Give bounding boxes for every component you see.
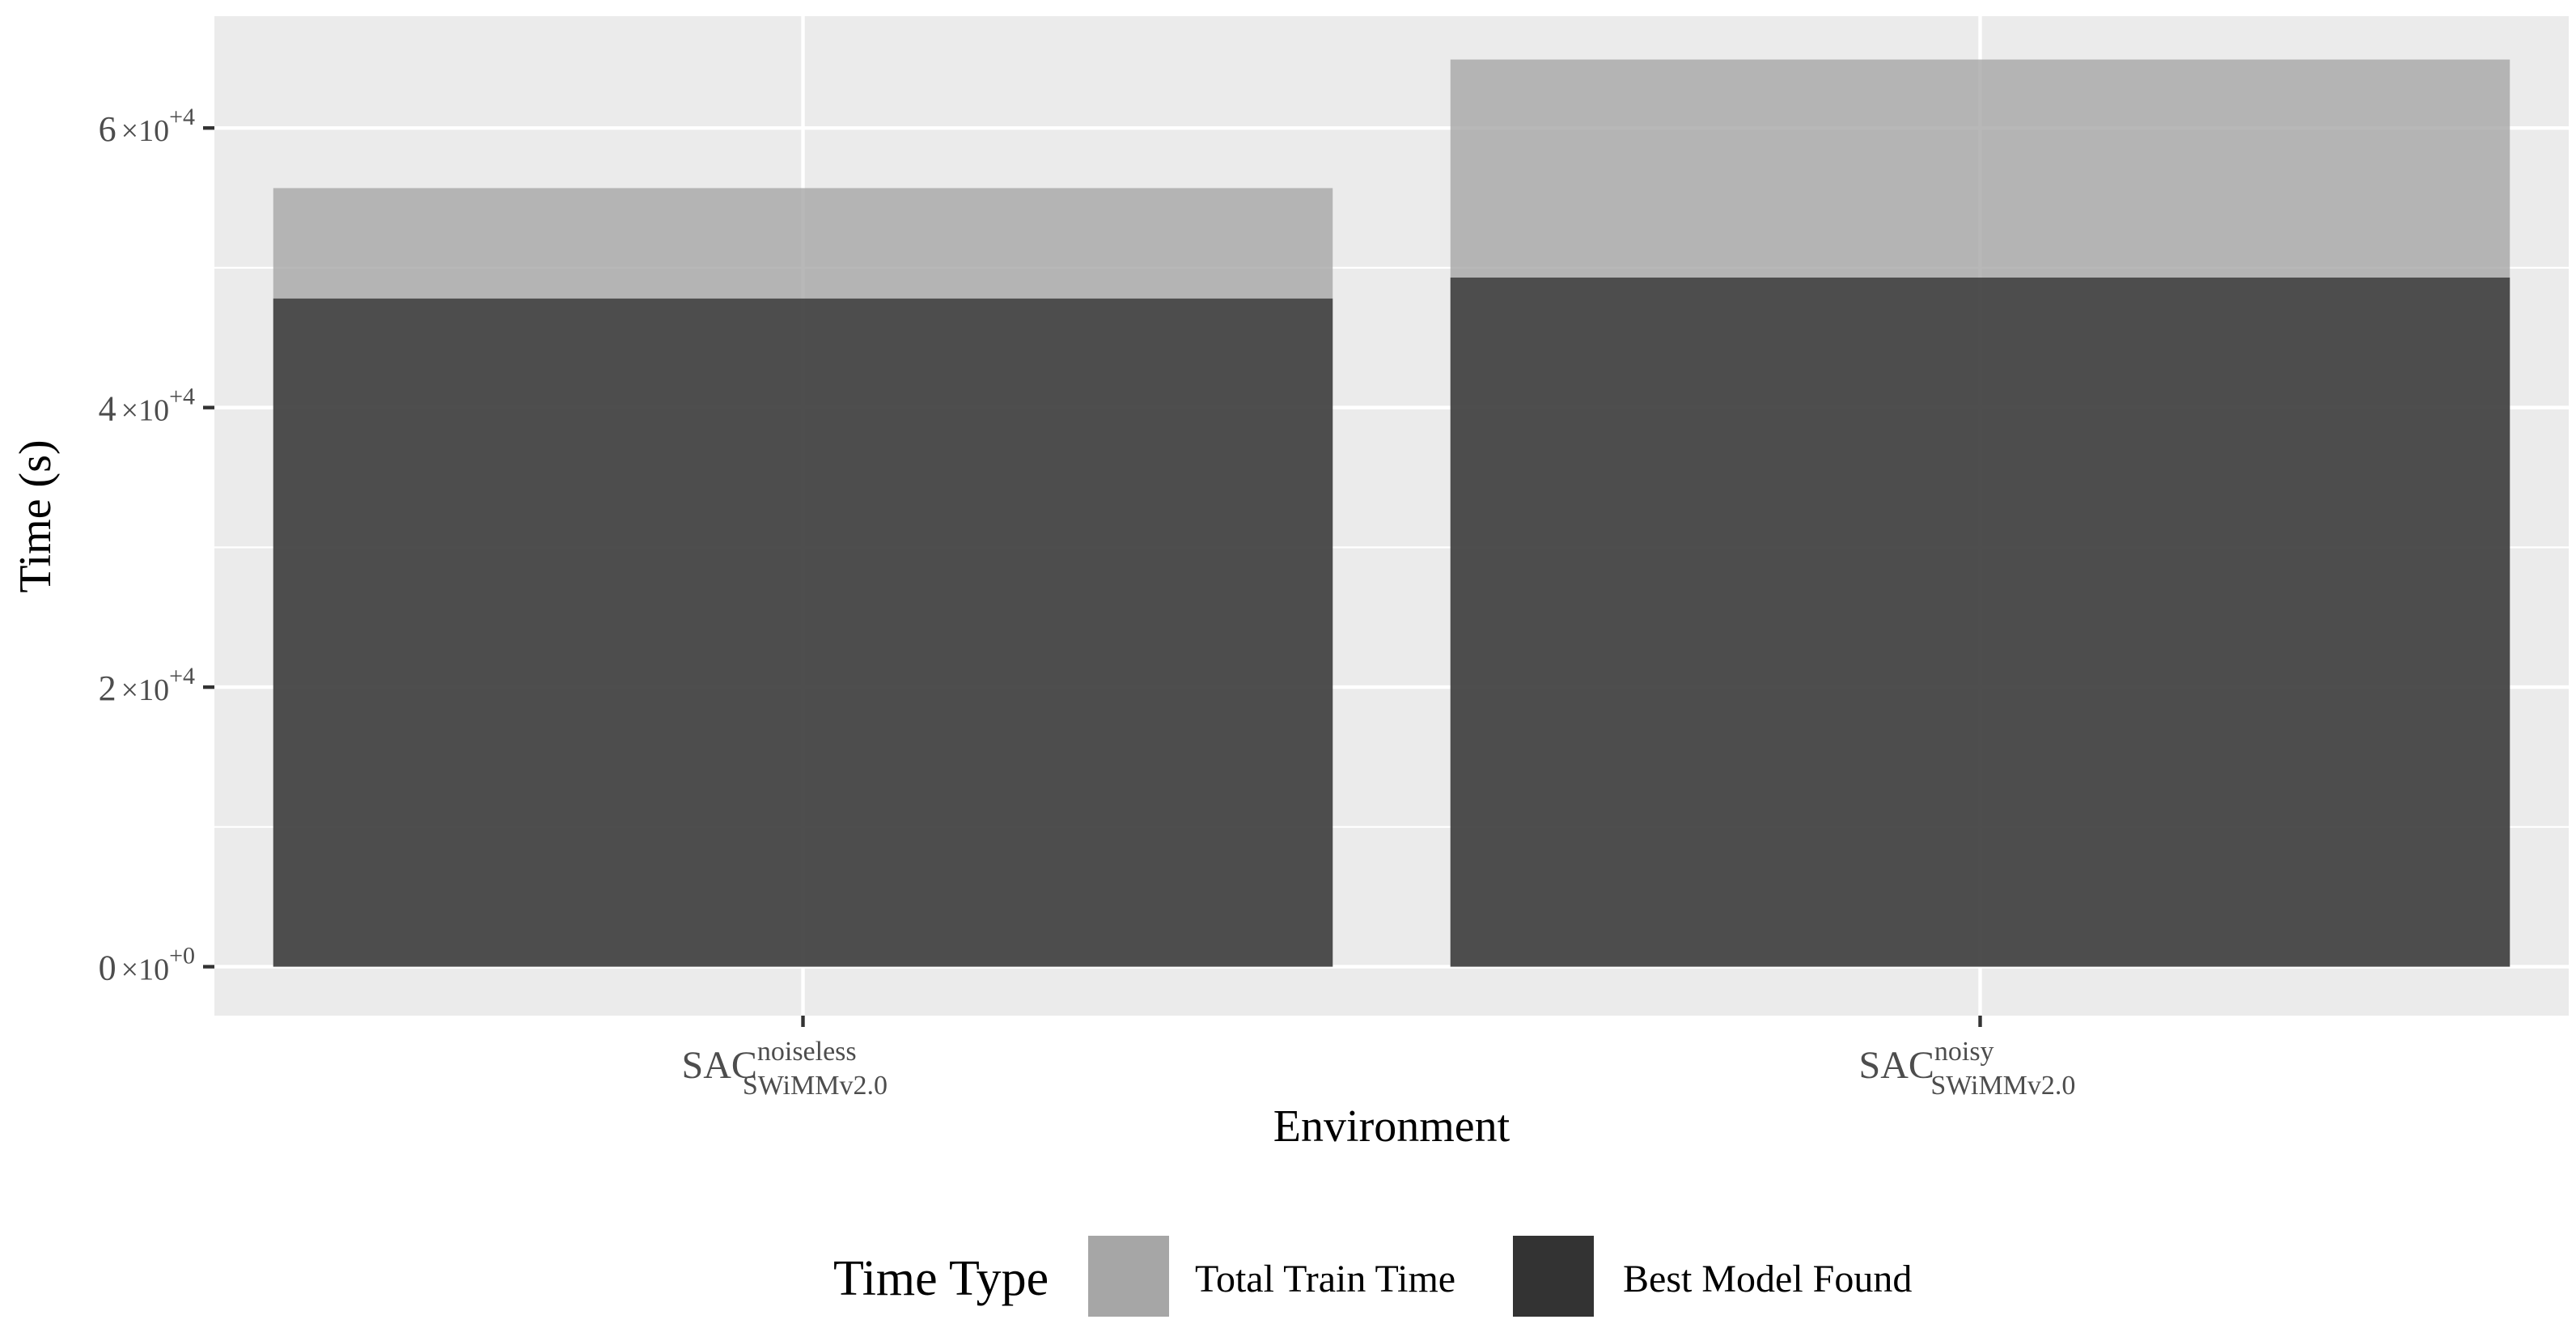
y-tick-mantissa: 6 xyxy=(99,109,117,149)
y-tick-mantissa: 2 xyxy=(99,668,117,708)
y-tick-exponent: +4 xyxy=(169,384,195,410)
x-axis: SACnoiseless SWiMMv2.0 SACnoisy SWiMMv2.0 xyxy=(682,1016,2076,1101)
y-tick-times: × xyxy=(121,953,138,987)
x-tick-subscript: SWiMMv2.0 xyxy=(1930,1071,2075,1101)
x-tick-base: SAC xyxy=(1859,1044,1934,1087)
legend-key xyxy=(1088,1236,1169,1317)
y-tick-mantissa: 0 xyxy=(99,948,117,988)
y-tick-times: × xyxy=(121,673,138,707)
bars xyxy=(273,59,2510,967)
x-tick-superscript: noisy xyxy=(1934,1037,1994,1067)
y-tick-exponent: +4 xyxy=(169,663,195,689)
y-tick-label: 6 ×10+4 xyxy=(99,104,195,149)
y-tick-exponent: +0 xyxy=(169,943,195,969)
legend-title: Time Type xyxy=(833,1251,1049,1306)
legend-key xyxy=(1513,1236,1594,1317)
y-tick-mantissa: 4 xyxy=(99,389,117,429)
y-tick-label: 4 ×10+4 xyxy=(99,384,195,429)
legend-label: Best Model Found xyxy=(1623,1258,1912,1300)
bar-best-model-found xyxy=(273,298,1333,967)
bar-best-model-found xyxy=(1450,278,2510,967)
y-tick-times: × xyxy=(121,394,138,428)
y-axis-title: Time (s) xyxy=(11,439,61,592)
y-tick-base: 10 xyxy=(138,114,169,148)
legend-label: Total Train Time xyxy=(1195,1258,1455,1300)
y-axis: 0 ×10+02 ×10+44 ×10+46 ×10+4 xyxy=(99,104,214,988)
y-tick-exponent: +4 xyxy=(169,104,195,130)
x-tick-subscript: SWiMMv2.0 xyxy=(743,1071,888,1101)
x-axis-title: Environment xyxy=(1273,1101,1510,1152)
y-tick-times: × xyxy=(121,114,138,148)
y-tick-label: 0 ×10+0 xyxy=(99,943,195,988)
x-tick-label: SACnoisy SWiMMv2.0 xyxy=(1859,1037,2076,1101)
y-tick-base: 10 xyxy=(138,673,169,707)
y-tick-base: 10 xyxy=(138,394,169,428)
y-tick-base: 10 xyxy=(138,953,169,987)
x-tick-base: SAC xyxy=(682,1044,757,1087)
y-tick-label: 2 ×10+4 xyxy=(99,663,195,708)
legend: Time Type Total Train Time Best Model Fou… xyxy=(833,1236,1912,1317)
x-tick-label: SACnoiseless SWiMMv2.0 xyxy=(682,1037,888,1101)
x-tick-superscript: noiseless xyxy=(757,1037,857,1067)
